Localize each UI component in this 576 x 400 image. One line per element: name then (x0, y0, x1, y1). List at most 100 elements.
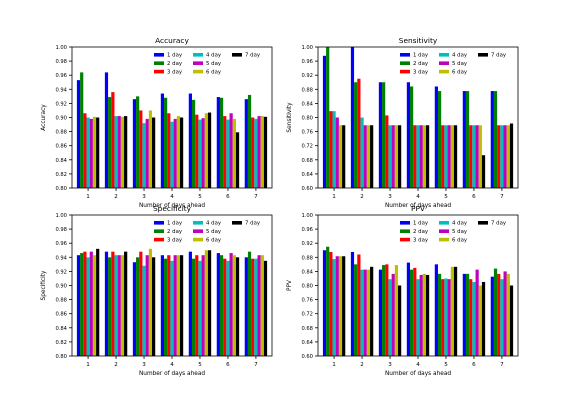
bar-5-day-cat-2 (117, 255, 121, 356)
bar-2-day-cat-2 (354, 82, 358, 188)
legend-swatch (400, 237, 410, 242)
bar-3-day-cat-4 (167, 255, 171, 356)
bar-4-day-cat-6 (226, 119, 230, 188)
bar-2-day-cat-2 (108, 97, 112, 188)
legend-swatch (439, 53, 449, 57)
bar-3-day-cat-6 (469, 279, 473, 356)
bar-5-day-cat-6 (475, 125, 479, 188)
legend-label: 3 day (167, 237, 183, 243)
y-tick-label: 0.90 (55, 284, 67, 290)
legend-swatch (232, 221, 242, 225)
legend-swatch (400, 53, 410, 57)
bar-1-day-cat-5 (434, 86, 438, 188)
x-tick-label: 5 (444, 362, 448, 368)
legend-label: 6 day (452, 237, 468, 243)
bar-7-day-cat-4 (425, 125, 430, 188)
y-tick-label: 0.96 (55, 241, 67, 247)
bar-1-day-cat-4 (160, 93, 165, 188)
bar-6-day-cat-2 (366, 125, 371, 188)
y-tick-label: 0.80 (55, 186, 67, 192)
bar-6-day-cat-4 (176, 116, 180, 188)
bar-2-day-cat-4 (164, 258, 168, 356)
legend-swatch (193, 61, 203, 65)
bar-6-day-cat-3 (148, 110, 153, 188)
bar-2-day-cat-1 (326, 47, 330, 188)
bar-6-day-cat-2 (366, 269, 371, 356)
bar-4-day-cat-3 (142, 123, 146, 188)
bar-7-day-cat-6 (481, 281, 486, 356)
chart-title: Specificity (153, 204, 192, 213)
x-tick-label: 7 (500, 362, 504, 368)
legend-label: 7 day (245, 53, 261, 59)
y-tick-label: 0.60 (301, 354, 313, 360)
legend-label: 3 day (167, 69, 183, 75)
bar-6-day-cat-7 (506, 273, 510, 356)
bar-6-day-cat-5 (450, 266, 454, 356)
bar-3-day-cat-5 (195, 255, 199, 356)
bar-2-day-cat-1 (80, 72, 84, 188)
legend-swatch (193, 221, 203, 225)
x-tick-label: 6 (472, 362, 476, 368)
bar-1-day-cat-2 (104, 72, 109, 188)
bar-5-day-cat-4 (419, 274, 423, 356)
bar-5-day-cat-1 (335, 256, 339, 356)
bar-2-day-cat-1 (326, 246, 330, 356)
x-tick-label: 3 (142, 362, 146, 368)
legend-swatch (193, 229, 203, 233)
bar-4-day-cat-7 (254, 258, 258, 356)
bar-4-day-cat-4 (170, 260, 174, 356)
legend-label: 5 day (452, 61, 468, 67)
bar-1-day-cat-6 (216, 253, 220, 356)
y-tick-label: 0.88 (301, 255, 313, 261)
bar-6-day-cat-4 (176, 255, 180, 356)
y-tick-label: 0.60 (301, 186, 313, 192)
bar-1-day-cat-6 (462, 273, 466, 356)
bar-4-day-cat-5 (444, 278, 448, 356)
bar-2-day-cat-6 (465, 273, 470, 356)
bar-3-day-cat-5 (441, 125, 445, 188)
y-tick-label: 0.92 (55, 101, 67, 107)
bar-5-day-cat-4 (419, 125, 423, 188)
bar-4-day-cat-4 (170, 121, 174, 188)
y-tick-label: 0.64 (301, 172, 313, 178)
bar-3-day-cat-7 (251, 117, 255, 188)
legend-swatch (232, 53, 242, 57)
bar-4-day-cat-1 (332, 111, 336, 188)
bar-6-day-cat-3 (394, 265, 399, 356)
y-axis-label: Sensitivity (287, 102, 293, 133)
bar-1-day-cat-5 (188, 93, 192, 188)
bar-5-day-cat-3 (391, 273, 395, 356)
bar-1-day-cat-4 (406, 82, 411, 188)
bar-4-day-cat-3 (142, 265, 146, 356)
bar-4-day-cat-2 (360, 117, 364, 188)
bar-1-day-cat-1 (76, 80, 81, 188)
y-tick-label: 1.00 (55, 45, 67, 51)
legend-swatch (400, 61, 410, 65)
bar-5-day-cat-3 (145, 118, 149, 188)
bar-7-day-cat-3 (398, 285, 402, 356)
x-tick-label: 5 (198, 362, 202, 368)
y-tick-label: 0.82 (55, 172, 67, 178)
bar-3-day-cat-1 (329, 252, 333, 356)
bar-2-day-cat-3 (382, 265, 386, 356)
bar-2-day-cat-2 (354, 264, 358, 356)
y-tick-label: 0.94 (55, 255, 67, 261)
x-tick-label: 2 (114, 362, 118, 368)
x-tick-label: 2 (360, 362, 364, 368)
bar-2-day-cat-4 (164, 97, 168, 188)
bar-6-day-cat-1 (92, 116, 97, 188)
bar-7-day-cat-1 (96, 248, 100, 356)
bar-3-day-cat-2 (111, 92, 115, 188)
bar-2-day-cat-5 (191, 99, 196, 188)
y-tick-label: 0.72 (301, 312, 313, 318)
bar-4-day-cat-2 (114, 116, 118, 188)
y-tick-label: 0.80 (55, 354, 67, 360)
y-tick-label: 1.00 (55, 213, 67, 219)
bar-2-day-cat-7 (493, 268, 498, 356)
y-tick-label: 0.86 (55, 312, 67, 318)
bar-7-day-cat-6 (235, 132, 240, 188)
bar-6-day-cat-5 (204, 113, 208, 188)
bar-7-day-cat-3 (152, 117, 156, 188)
subplot-ppv: 0.60 0.64 0.68 0.72 0.76 0.80 0.84 0.88 0.92 0.96… (287, 204, 519, 377)
